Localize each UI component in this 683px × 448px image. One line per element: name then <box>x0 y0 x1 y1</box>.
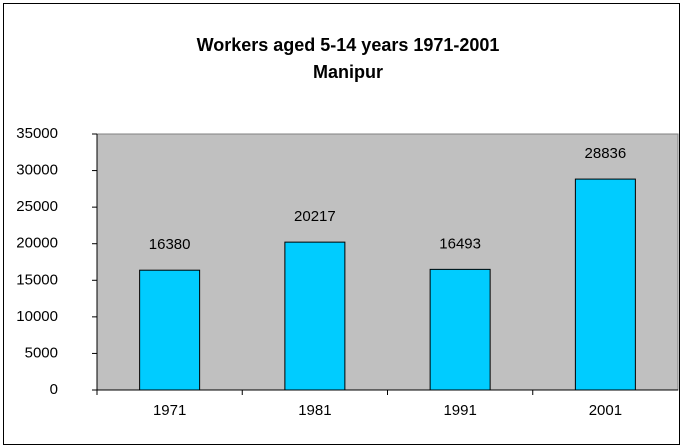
x-tick-label: 2001 <box>589 402 622 419</box>
bar <box>574 178 636 391</box>
y-tick-label: 10000 <box>16 308 58 325</box>
y-tick-label: 5000 <box>25 344 58 361</box>
bar <box>139 269 201 391</box>
x-tick-label: 1981 <box>298 402 331 419</box>
x-tick-label: 1971 <box>153 402 186 419</box>
y-tick-label: 0 <box>50 381 58 398</box>
y-tick-label: 20000 <box>16 235 58 252</box>
bar <box>284 241 346 391</box>
x-tick-label: 1991 <box>443 402 476 419</box>
y-tick-label: 25000 <box>16 198 58 215</box>
data-label: 28836 <box>585 145 627 162</box>
data-label: 20217 <box>294 208 336 225</box>
y-tick-label: 15000 <box>16 271 58 288</box>
data-label: 16493 <box>439 235 481 252</box>
data-label: 16380 <box>149 236 191 253</box>
chart-title: Workers aged 5-14 years 1971-2001 <box>197 35 500 55</box>
bar <box>429 268 491 391</box>
y-tick-label: 30000 <box>16 162 58 179</box>
chart-subtitle: Manipur <box>313 62 383 82</box>
y-tick-label: 35000 <box>16 125 58 142</box>
